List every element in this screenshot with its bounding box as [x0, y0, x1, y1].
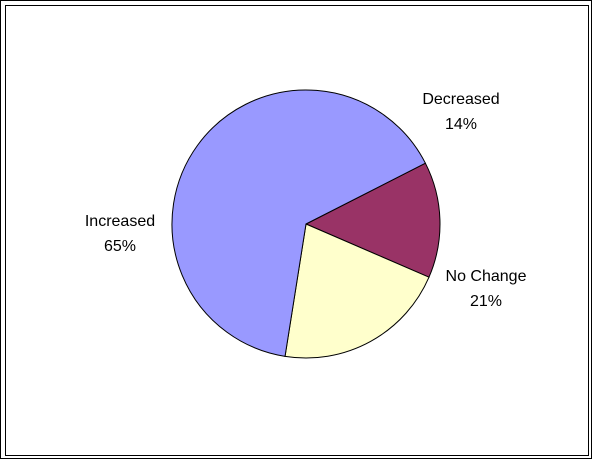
label-increased-name: Increased — [85, 213, 155, 230]
pie-slice-decreased — [304, 162, 441, 278]
label-no-change-name: No Change — [446, 268, 527, 285]
pie-slice-no-change — [284, 223, 430, 359]
label-decreased-percent: 14% — [445, 116, 477, 133]
pie-slice-increased — [171, 89, 427, 357]
pie-labels: Decreased 14% No Change 21% Increased 65… — [85, 91, 527, 310]
label-no-change-percent: 21% — [470, 293, 502, 310]
label-increased-percent: 65% — [104, 238, 136, 255]
pie-slices — [171, 89, 441, 359]
label-decreased-name: Decreased — [422, 91, 499, 108]
